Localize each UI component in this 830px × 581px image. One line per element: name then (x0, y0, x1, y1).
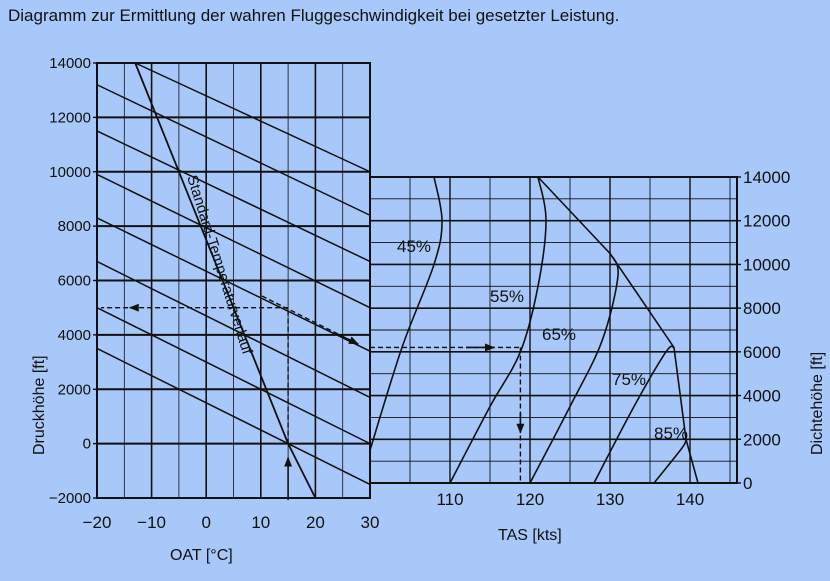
left-y-tick-label: 8000 (58, 218, 91, 235)
power-label-65: 65% (542, 325, 576, 344)
density-guide-line (134, 62, 371, 173)
density-guide-line (96, 173, 371, 309)
right-x-axis-label: TAS [kts] (498, 527, 562, 544)
left-y-tick-label: 0 (83, 436, 91, 453)
density-guide-line (96, 217, 371, 352)
right-y-axis-label: Dichtehöhe [ft] (809, 352, 826, 455)
example-arrow-diag (334, 332, 359, 345)
right-y-tick-label: 0 (743, 474, 752, 493)
right-frame (369, 176, 738, 484)
left-y-tick-label: 14000 (49, 55, 91, 72)
left-y-tick-label: 10000 (49, 164, 91, 181)
power-curve-55 (449, 176, 547, 484)
left-x-axis-label: OAT [°C] (170, 547, 233, 564)
example-path (101, 295, 525, 500)
left-y-tick-label: 4000 (58, 327, 91, 344)
power-label-75: 75% (612, 370, 646, 389)
right-y-tick-label: 8000 (743, 299, 781, 318)
left-y-tick-label: 2000 (58, 381, 91, 398)
left-y-tick-label: 12000 (49, 109, 91, 126)
right-y-tick-label: 6000 (743, 343, 781, 362)
right-tick-labels: 0 2000 4000 6000 8000 10000 12000 14000 110 120 13… (436, 168, 790, 509)
density-guide-line (96, 130, 371, 263)
right-x-tick-label: 140 (676, 490, 704, 509)
right-y-tick-label: 10000 (743, 255, 790, 274)
left-y-tick-label: 6000 (58, 273, 91, 290)
right-y-tick-label: 2000 (743, 430, 781, 449)
left-density-lines (96, 62, 371, 486)
left-tick-labels: −2000 0 2000 4000 6000 8000 10000 12000 14000 −20… (49, 55, 380, 532)
left-x-tick-label: 30 (361, 513, 380, 532)
right-y-tick-label: 12000 (743, 212, 790, 231)
chart-title: Diagramm zur Ermittlung der wahren Flugg… (8, 6, 620, 25)
power-curve-65 (529, 253, 619, 484)
density-guide-line (96, 307, 371, 445)
right-y-tick-label: 14000 (743, 168, 790, 187)
density-guide-line (96, 84, 371, 216)
left-y-tick-label: −2000 (49, 490, 91, 507)
left-x-tick-label: −20 (83, 513, 112, 532)
right-y-tick-label: 4000 (743, 387, 781, 406)
power-curve-75 (593, 345, 675, 484)
left-y-axis-label: Druckhöhe [ft] (31, 355, 48, 455)
left-x-tick-label: 20 (306, 513, 325, 532)
left-x-tick-label: 0 (201, 513, 210, 532)
power-label-85: 85% (654, 424, 688, 443)
power-curves: 45% 55% 65% 75% 85% (369, 176, 699, 484)
density-guide-line (96, 260, 371, 399)
right-x-tick-label: 130 (596, 490, 624, 509)
right-x-tick-label: 120 (516, 490, 544, 509)
power-label-45: 45% (397, 237, 431, 256)
right-x-tick-label: 110 (436, 490, 463, 509)
power-label-55: 55% (490, 287, 524, 306)
max-power-line (537, 176, 699, 484)
left-x-tick-label: −10 (137, 513, 166, 532)
density-guide-line (96, 347, 371, 486)
left-x-tick-label: 10 (251, 513, 270, 532)
power-curve-45 (369, 176, 443, 451)
